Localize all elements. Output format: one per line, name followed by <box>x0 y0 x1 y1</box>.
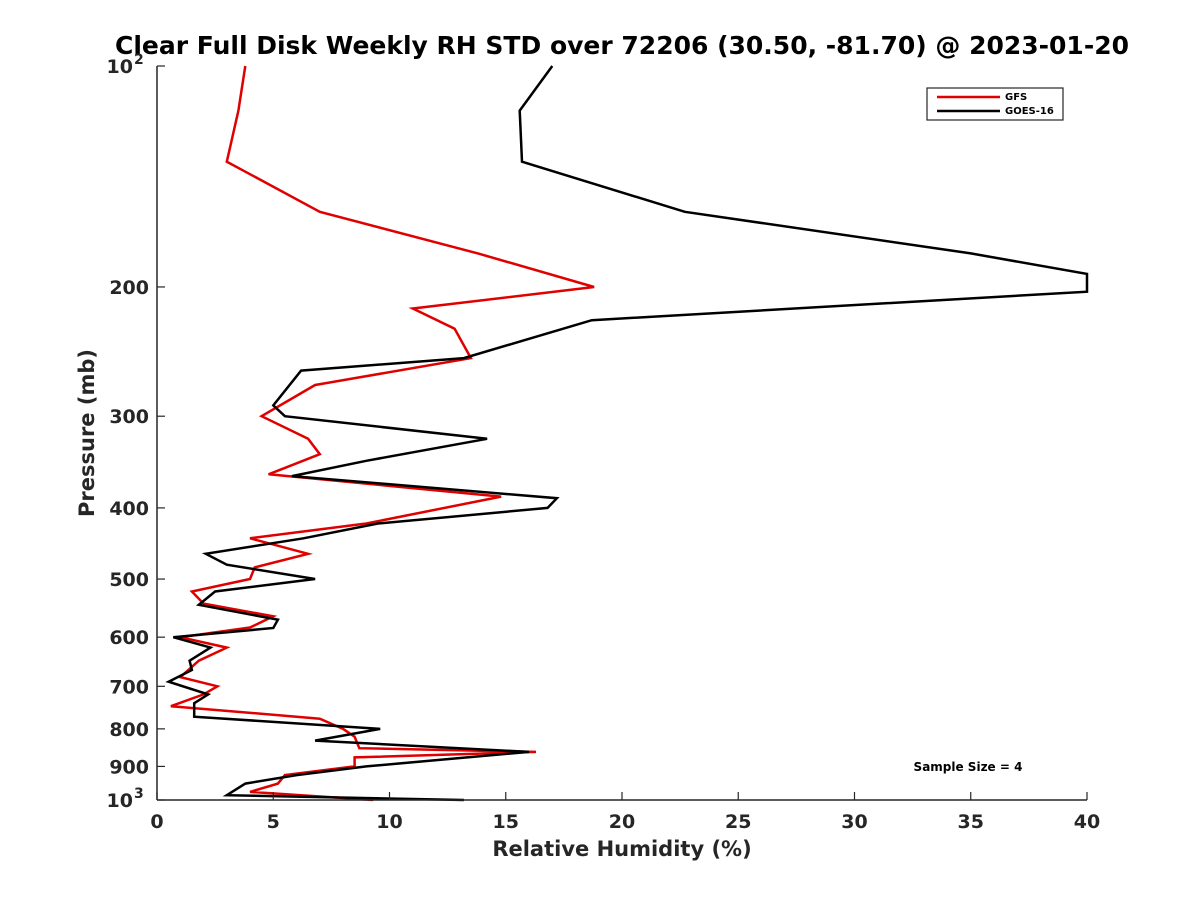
x-tick-label: 35 <box>958 811 984 833</box>
y-tick-label: 10 <box>107 56 133 78</box>
x-tick-label: 30 <box>841 811 867 833</box>
series-line-goes16 <box>165 65 1089 802</box>
y-tick-label: 900 <box>109 756 149 778</box>
chart-title: Clear Full Disk Weekly RH STD over 72206… <box>115 31 1129 60</box>
y-tick-label: 400 <box>109 498 149 520</box>
x-tick-label: 15 <box>493 811 519 833</box>
sample-size-annotation: Sample Size = 4 <box>914 760 1023 774</box>
y-tick-label: 600 <box>109 627 149 649</box>
x-tick-label: 0 <box>150 811 163 833</box>
x-tick-label: 40 <box>1074 811 1100 833</box>
y-tick-label: 800 <box>109 719 149 741</box>
x-tick-label: 20 <box>609 811 635 833</box>
y-tick-label: 700 <box>109 676 149 698</box>
x-axis-label: Relative Humidity (%) <box>492 837 751 861</box>
y-tick-label-exponent: 3 <box>134 786 144 802</box>
y-tick-label: 10 <box>107 790 133 812</box>
legend-label-goes16: GOES-16 <box>1005 106 1054 117</box>
legend-box <box>926 87 1064 121</box>
x-tick-label: 10 <box>376 811 402 833</box>
series-line-gfs <box>170 65 595 802</box>
y-tick-label-exponent: 2 <box>134 52 144 68</box>
y-tick-label: 500 <box>109 569 149 591</box>
series-layer <box>165 65 1089 802</box>
y-tick-label: 300 <box>109 406 149 428</box>
x-tick-label: 5 <box>267 811 280 833</box>
legend: GFS GOES-16 <box>926 87 1064 121</box>
legend-label-gfs: GFS <box>1005 92 1027 103</box>
x-tick-label: 25 <box>725 811 751 833</box>
y-tick-label: 200 <box>109 277 149 299</box>
y-axis-label: Pressure (mb) <box>75 349 99 517</box>
x-axis-ticks: 0 5 10 15 20 25 30 35 40 <box>150 792 1100 833</box>
